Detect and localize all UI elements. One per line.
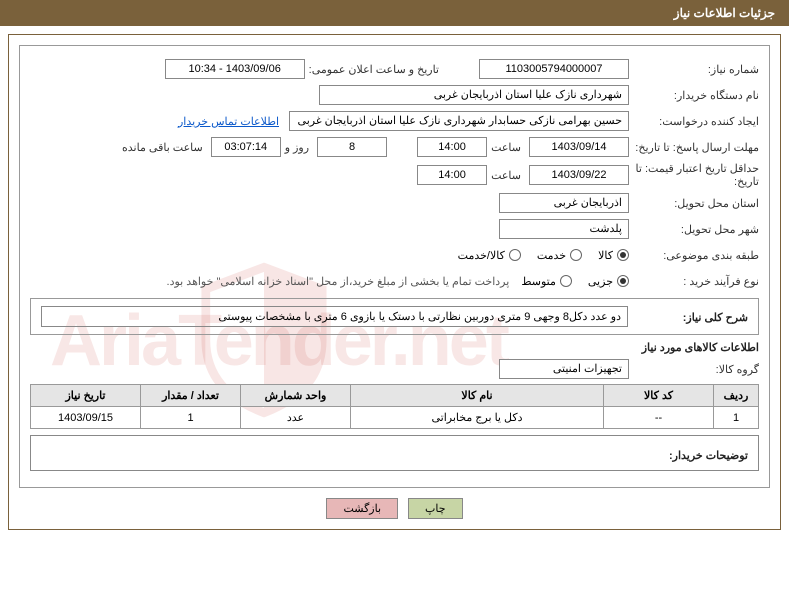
th-qty: تعداد / مقدار [141, 385, 241, 407]
row-validity: حداقل تاریخ اعتبار قیمت: تا تاریخ: 1403/… [30, 162, 759, 188]
desc-text: دو عدد دکل8 وجهی 9 متری دوربین نظارتی با… [41, 306, 628, 327]
validity-label: حداقل تاریخ اعتبار قیمت: تا تاریخ: [629, 162, 759, 188]
radio-goods-service[interactable]: کالا/خدمت [458, 249, 521, 262]
radio-icon [617, 275, 629, 287]
group-label: گروه کالا: [629, 363, 759, 376]
province-value: اذربایجان غربی [499, 193, 629, 213]
row-city: شهر محل تحویل: پلدشت [30, 218, 759, 240]
radio-service-label: خدمت [537, 249, 566, 262]
radio-icon [509, 249, 521, 261]
radio-medium-label: متوسط [521, 275, 556, 288]
row-creator: ایجاد کننده درخواست: حسین بهرامی نازکی ح… [30, 110, 759, 132]
cell-unit: عدد [241, 407, 351, 429]
table-row: 1 -- دکل یا برج مخابراتی عدد 1 1403/09/1… [31, 407, 759, 429]
row-need-number: شماره نیاز: 1103005794000007 تاریخ و ساع… [30, 58, 759, 80]
buyer-notes-box: توضیحات خریدار: [30, 435, 759, 471]
category-radio-group: کالا خدمت کالا/خدمت [458, 249, 629, 262]
payment-note: پرداخت تمام یا بخشی از مبلغ خرید،از محل … [167, 275, 510, 288]
deadline-time-value: 14:00 [417, 137, 487, 157]
row-group: گروه کالا: تجهیزات امنیتی [30, 358, 759, 380]
cell-row: 1 [714, 407, 759, 429]
province-label: استان محل تحویل: [629, 197, 759, 210]
desc-label: شرح کلی نیاز: [638, 311, 748, 324]
cell-date: 1403/09/15 [31, 407, 141, 429]
validity-date-value: 1403/09/22 [529, 165, 629, 185]
radio-goods[interactable]: کالا [598, 249, 629, 262]
remaining-text: ساعت باقی مانده [122, 141, 203, 154]
creator-value: حسین بهرامی نازکی حسابدار شهرداری نازک ع… [289, 111, 629, 131]
th-unit: واحد شمارش [241, 385, 351, 407]
radio-medium[interactable]: متوسط [521, 275, 572, 288]
goods-info-heading: اطلاعات کالاهای مورد نیاز [30, 341, 759, 354]
days-remaining-value: 8 [317, 137, 387, 157]
announce-label: تاریخ و ساعت اعلان عمومی: [309, 63, 439, 76]
deadline-date-value: 1403/09/14 [529, 137, 629, 157]
deadline-time-label: ساعت [491, 141, 521, 154]
days-and-label: روز و [285, 141, 309, 154]
validity-time-value: 14:00 [417, 165, 487, 185]
radio-icon [570, 249, 582, 261]
deadline-label: مهلت ارسال پاسخ: تا تاریخ: [629, 141, 759, 154]
radio-icon [617, 249, 629, 261]
radio-partial[interactable]: جزیی [588, 275, 629, 288]
process-label: نوع فرآیند خرید : [629, 275, 759, 288]
print-button[interactable]: چاپ [408, 498, 463, 519]
time-remaining-value: 03:07:14 [211, 137, 281, 157]
form-panel: شماره نیاز: 1103005794000007 تاریخ و ساع… [19, 45, 770, 488]
th-date: تاریخ نیاز [31, 385, 141, 407]
buttons-row: چاپ بازگشت [9, 498, 780, 519]
table-header-row: ردیف کد کالا نام کالا واحد شمارش تعداد /… [31, 385, 759, 407]
buyer-org-value: شهرداری نازک علیا استان اذربایجان غربی [319, 85, 629, 105]
announce-date-value: 1403/09/06 - 10:34 [165, 59, 305, 79]
description-section: شرح کلی نیاز: دو عدد دکل8 وجهی 9 متری دو… [30, 298, 759, 335]
need-number-value: 1103005794000007 [479, 59, 629, 79]
th-name: نام کالا [351, 385, 604, 407]
group-value: تجهیزات امنیتی [499, 359, 629, 379]
row-buyer-org: نام دستگاه خریدار: شهرداری نازک علیا است… [30, 84, 759, 106]
buyer-contact-link[interactable]: اطلاعات تماس خریدار [178, 115, 279, 128]
buyer-notes-label: توضیحات خریدار: [669, 449, 748, 462]
validity-time-label: ساعت [491, 169, 521, 182]
radio-partial-label: جزیی [588, 275, 613, 288]
cell-name: دکل یا برج مخابراتی [351, 407, 604, 429]
th-row: ردیف [714, 385, 759, 407]
cell-qty: 1 [141, 407, 241, 429]
radio-goods-label: کالا [598, 249, 613, 262]
goods-table: ردیف کد کالا نام کالا واحد شمارش تعداد /… [30, 384, 759, 429]
city-label: شهر محل تحویل: [629, 223, 759, 236]
creator-label: ایجاد کننده درخواست: [629, 115, 759, 128]
city-value: پلدشت [499, 219, 629, 239]
row-category: طبقه بندی موضوعی: کالا خدمت کالا/خدمت [30, 244, 759, 266]
back-button[interactable]: بازگشت [326, 498, 398, 519]
radio-service[interactable]: خدمت [537, 249, 582, 262]
radio-icon [560, 275, 572, 287]
cell-code: -- [604, 407, 714, 429]
outer-frame: شماره نیاز: 1103005794000007 تاریخ و ساع… [8, 34, 781, 530]
process-radio-group: جزیی متوسط [521, 275, 629, 288]
buyer-org-label: نام دستگاه خریدار: [629, 89, 759, 102]
row-province: استان محل تحویل: اذربایجان غربی [30, 192, 759, 214]
th-code: کد کالا [604, 385, 714, 407]
radio-goods-service-label: کالا/خدمت [458, 249, 505, 262]
category-label: طبقه بندی موضوعی: [629, 249, 759, 262]
row-deadline: مهلت ارسال پاسخ: تا تاریخ: 1403/09/14 سا… [30, 136, 759, 158]
need-number-label: شماره نیاز: [629, 63, 759, 76]
page-title: جزئیات اطلاعات نیاز [0, 0, 789, 26]
row-process: نوع فرآیند خرید : جزیی متوسط پرداخت تمام… [30, 270, 759, 292]
